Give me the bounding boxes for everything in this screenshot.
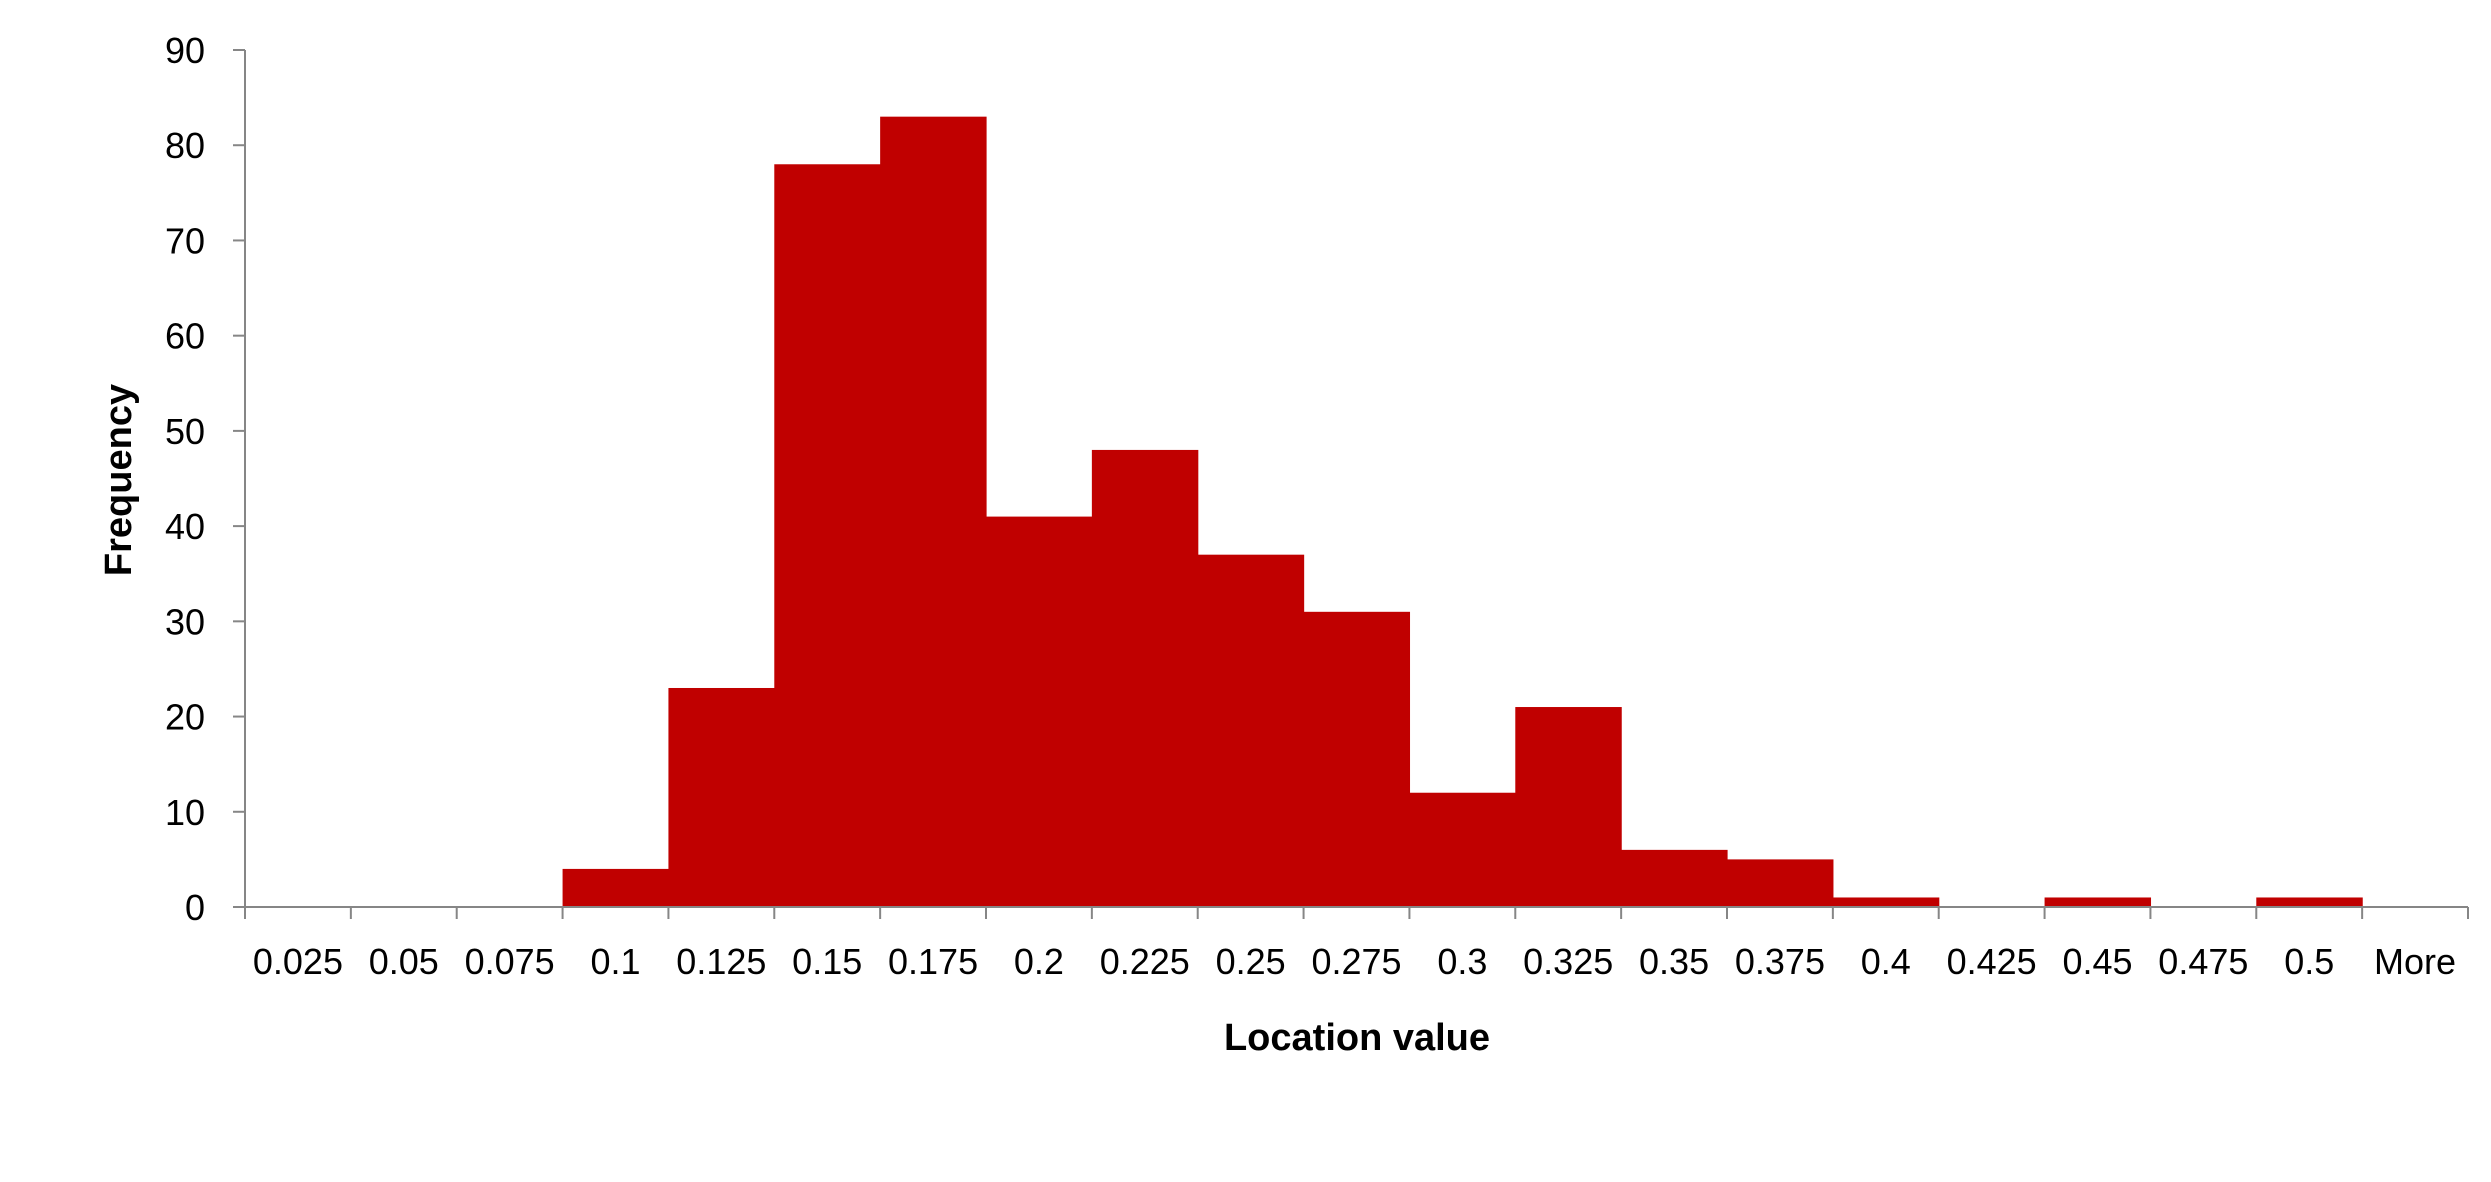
histogram-bar bbox=[2044, 897, 2152, 907]
y-tick-label: 30 bbox=[165, 601, 205, 642]
histogram-bar bbox=[986, 516, 1093, 907]
histogram-bar bbox=[1409, 792, 1516, 907]
histogram-bar bbox=[1303, 611, 1411, 907]
y-axis-title: Frequency bbox=[98, 384, 140, 576]
y-tick-label: 20 bbox=[165, 697, 205, 738]
x-tick-label: 0.325 bbox=[1523, 941, 1613, 982]
x-tick-label: 0.05 bbox=[369, 941, 439, 982]
y-tick-label: 80 bbox=[165, 125, 205, 166]
histogram-bar bbox=[668, 687, 775, 907]
x-tick-label: 0.375 bbox=[1735, 941, 1825, 982]
x-tick-label: 0.2 bbox=[1014, 941, 1064, 982]
x-axis-title: Location value bbox=[1224, 1017, 1490, 1059]
x-tick-label: 0.25 bbox=[1216, 941, 1286, 982]
x-tick-label: 0.45 bbox=[2062, 941, 2132, 982]
histogram-bar bbox=[2256, 897, 2363, 907]
x-tick-label: 0.5 bbox=[2284, 941, 2334, 982]
x-tick-label: 0.3 bbox=[1437, 941, 1487, 982]
y-tick-label: 60 bbox=[165, 316, 205, 357]
histogram-bar bbox=[1515, 707, 1622, 907]
axes-layer bbox=[233, 49, 2469, 919]
histogram-bar bbox=[880, 116, 987, 907]
x-tick-label: 0.025 bbox=[253, 941, 343, 982]
x-tick-label: 0.35 bbox=[1639, 941, 1709, 982]
x-tick-label: 0.275 bbox=[1311, 941, 1401, 982]
x-tick-label: More bbox=[2374, 941, 2456, 982]
x-tick-label: 0.175 bbox=[888, 941, 978, 982]
labels-layer: 0 10 20 30 40 50 60 70 80 90 0.025 0.05 0.075 0.1 0.12… bbox=[165, 30, 2456, 982]
y-tick-label: 40 bbox=[165, 506, 205, 547]
x-tick-label: 0.4 bbox=[1861, 941, 1911, 982]
x-tick-label: 0.225 bbox=[1100, 941, 1190, 982]
y-tick-label: 90 bbox=[165, 30, 205, 71]
histogram-bar bbox=[1197, 554, 1305, 907]
y-tick-label: 50 bbox=[165, 411, 205, 452]
x-tick-label: 0.125 bbox=[676, 941, 766, 982]
y-tick-label: 0 bbox=[185, 887, 205, 928]
y-tick-label: 70 bbox=[165, 220, 205, 261]
histogram-bar bbox=[774, 164, 881, 907]
bars-layer bbox=[562, 116, 2363, 907]
histogram-bar bbox=[1832, 897, 1940, 907]
histogram-bar bbox=[1621, 849, 1728, 907]
histogram-bar bbox=[1091, 449, 1199, 907]
histogram-bar bbox=[562, 868, 670, 907]
y-tick-label: 10 bbox=[165, 792, 205, 833]
x-tick-label: 0.15 bbox=[792, 941, 862, 982]
x-tick-label: 0.1 bbox=[590, 941, 640, 982]
x-tick-label: 0.475 bbox=[2158, 941, 2248, 982]
x-tick-label: 0.425 bbox=[1947, 941, 2037, 982]
histogram-bar bbox=[1727, 859, 1834, 907]
x-tick-label: 0.075 bbox=[465, 941, 555, 982]
